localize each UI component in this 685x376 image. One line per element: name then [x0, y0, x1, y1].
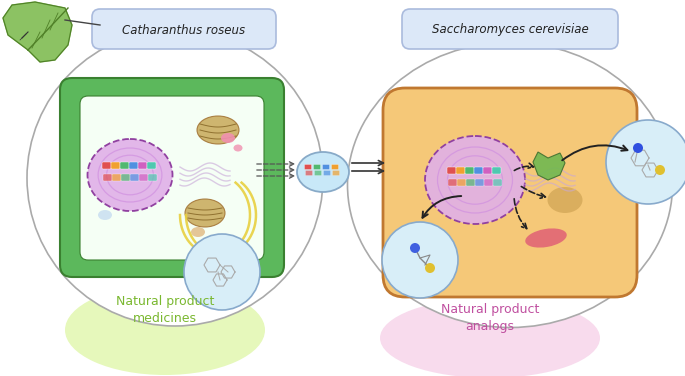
FancyBboxPatch shape: [148, 174, 157, 181]
FancyBboxPatch shape: [305, 165, 312, 170]
FancyBboxPatch shape: [483, 167, 492, 174]
Ellipse shape: [197, 116, 239, 144]
FancyBboxPatch shape: [139, 174, 148, 181]
FancyBboxPatch shape: [484, 179, 493, 186]
FancyBboxPatch shape: [92, 9, 276, 49]
FancyBboxPatch shape: [475, 179, 484, 186]
FancyBboxPatch shape: [60, 78, 284, 277]
Ellipse shape: [185, 199, 225, 227]
FancyBboxPatch shape: [147, 162, 156, 169]
Text: Natural product
analogs: Natural product analogs: [441, 303, 539, 333]
Ellipse shape: [547, 187, 582, 213]
Ellipse shape: [347, 42, 673, 327]
Circle shape: [633, 143, 643, 153]
Circle shape: [425, 263, 435, 273]
Circle shape: [606, 120, 685, 204]
FancyBboxPatch shape: [112, 174, 121, 181]
FancyBboxPatch shape: [120, 162, 129, 169]
FancyBboxPatch shape: [103, 174, 112, 181]
FancyBboxPatch shape: [465, 167, 474, 174]
Ellipse shape: [65, 285, 265, 375]
FancyBboxPatch shape: [129, 162, 138, 169]
FancyBboxPatch shape: [111, 162, 120, 169]
FancyBboxPatch shape: [323, 170, 330, 176]
Polygon shape: [3, 2, 72, 62]
FancyBboxPatch shape: [314, 170, 321, 176]
FancyBboxPatch shape: [448, 179, 457, 186]
Circle shape: [27, 30, 323, 326]
FancyBboxPatch shape: [447, 167, 456, 174]
FancyBboxPatch shape: [332, 165, 338, 170]
Text: Saccharomyces cerevisiae: Saccharomyces cerevisiae: [432, 23, 588, 36]
Circle shape: [382, 222, 458, 298]
Circle shape: [655, 165, 665, 175]
FancyBboxPatch shape: [314, 165, 321, 170]
Ellipse shape: [88, 139, 173, 211]
FancyBboxPatch shape: [456, 167, 465, 174]
FancyBboxPatch shape: [121, 174, 130, 181]
FancyBboxPatch shape: [80, 96, 264, 260]
FancyBboxPatch shape: [383, 88, 637, 297]
Ellipse shape: [380, 298, 600, 376]
Ellipse shape: [234, 144, 242, 152]
FancyBboxPatch shape: [457, 179, 466, 186]
FancyBboxPatch shape: [102, 162, 111, 169]
Text: Natural product
medicines: Natural product medicines: [116, 295, 214, 325]
Ellipse shape: [98, 210, 112, 220]
Polygon shape: [533, 152, 565, 180]
FancyBboxPatch shape: [402, 9, 618, 49]
Ellipse shape: [525, 228, 566, 247]
Ellipse shape: [191, 227, 205, 237]
Ellipse shape: [425, 136, 525, 224]
Circle shape: [410, 243, 420, 253]
FancyBboxPatch shape: [466, 179, 475, 186]
FancyBboxPatch shape: [332, 170, 340, 176]
FancyBboxPatch shape: [323, 165, 329, 170]
FancyBboxPatch shape: [138, 162, 147, 169]
Ellipse shape: [221, 133, 235, 143]
FancyBboxPatch shape: [493, 179, 502, 186]
Ellipse shape: [297, 152, 349, 192]
FancyBboxPatch shape: [492, 167, 501, 174]
Circle shape: [184, 234, 260, 310]
FancyBboxPatch shape: [130, 174, 139, 181]
Text: Catharanthus roseus: Catharanthus roseus: [123, 23, 245, 36]
FancyBboxPatch shape: [306, 170, 312, 176]
FancyBboxPatch shape: [474, 167, 483, 174]
